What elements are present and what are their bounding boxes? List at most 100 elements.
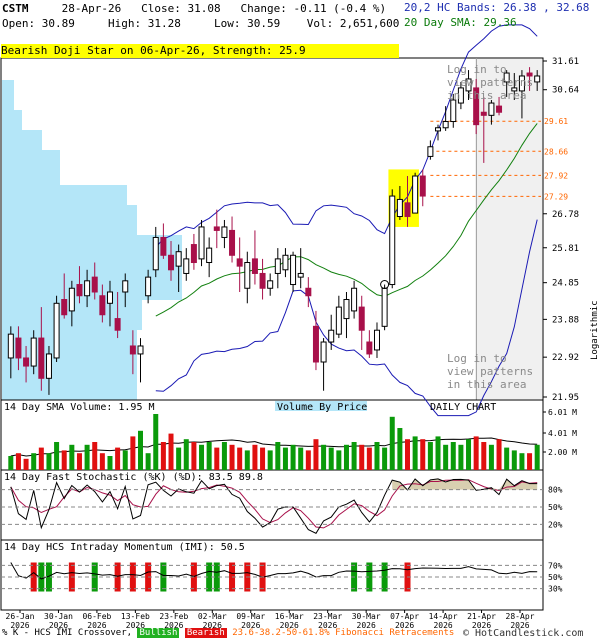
candle-body [366, 341, 373, 355]
stoch-label: 14 Day Fast Stochastic (%K) (%D): 83.5 8… [4, 472, 263, 483]
date-year-label: 2026 [433, 621, 452, 630]
candle-body [305, 287, 312, 297]
volume-label: 14 Day SMA Volume: 1.95 M [4, 402, 155, 413]
candle-body [137, 345, 144, 355]
candle-body [404, 202, 411, 218]
volume-sma-line [10, 437, 538, 457]
price-tick-label: 22.92 [552, 353, 579, 363]
volume-bar [504, 447, 510, 470]
volume-bar [298, 447, 304, 470]
fib-label: 27.92 [544, 171, 568, 180]
stoch-d-line [10, 479, 538, 529]
candle-body [45, 353, 52, 379]
volume-bar [458, 444, 464, 470]
volume-bar [160, 442, 166, 470]
volume-bar [519, 453, 525, 470]
vbp-bar [2, 110, 22, 130]
fib-label: 29.61 [544, 117, 568, 126]
candle-body [61, 299, 68, 316]
volume-bar [199, 444, 205, 470]
candle-body [206, 247, 213, 264]
symbol: CSTM [2, 2, 29, 15]
candle-body [435, 127, 442, 132]
candle-body [175, 251, 182, 267]
date-year-label: 2026 [318, 621, 337, 630]
volume-bar [206, 442, 212, 470]
candle-body [442, 121, 449, 129]
footer: % K - HCS IMI Crossover, Bullish Bearish… [2, 628, 454, 638]
volume-bar [54, 442, 60, 470]
volume-bar [466, 439, 472, 470]
date-label: 13-Feb [121, 612, 150, 621]
candle-body [229, 229, 236, 256]
candle-body [488, 102, 495, 116]
volume-bar [366, 447, 372, 470]
sma-value: 20 Day SMA: 29.36 [404, 16, 517, 29]
volume-bar [305, 450, 311, 470]
low-value: Low: 30.59 [213, 17, 281, 30]
price-tick-label: 23.88 [552, 315, 579, 325]
candle-body [198, 226, 205, 260]
volume-bar [214, 447, 220, 470]
login-text-top: in this area [447, 89, 526, 102]
volume-bar [313, 439, 319, 470]
volume-bar [23, 458, 29, 470]
candle-body [183, 258, 190, 274]
date-label: 07-Apr [390, 612, 419, 621]
open-value: Open: 30.89 [2, 17, 75, 30]
volume-bar [427, 442, 433, 470]
imi-bearish-bar [114, 562, 121, 592]
volume-bar [229, 444, 235, 470]
lower-band [155, 219, 538, 417]
date-label: 06-Feb [82, 612, 111, 621]
candle-body [450, 99, 457, 123]
date-year-label: 2026 [164, 621, 183, 630]
date-year-label: 2026 [510, 621, 529, 630]
vbp-label-bg [275, 401, 367, 411]
volume-bar [84, 444, 90, 470]
volume-bar [534, 444, 540, 470]
volume-bar [46, 453, 52, 470]
candle-body [114, 318, 121, 331]
volume-bar [511, 450, 517, 470]
candle-body [7, 333, 14, 359]
log-axis-label: Logarithmic [590, 300, 600, 360]
volume-tick-label: 6.01 M [548, 408, 577, 417]
volume-bar [359, 444, 365, 470]
candle-body [297, 272, 304, 278]
date-label: 09-Mar [236, 612, 265, 621]
candle-body [320, 341, 327, 363]
volume-bar [115, 447, 121, 470]
candle-body [282, 254, 289, 271]
date-label: 26-Jan [6, 612, 35, 621]
volume-bar [15, 453, 21, 470]
imi-label: 14 Day HCS Intraday Momentum (IMI): 50.5 [4, 542, 245, 553]
volume-tick-label: 2.00 M [548, 448, 577, 457]
fib-legend: 23.6-38.2-50-61.8% Fibonacci Retracement… [232, 628, 455, 638]
candle-body [30, 337, 37, 367]
volume-tick-label: 4.01 M [548, 429, 577, 438]
date-label: 30-Mar [352, 612, 381, 621]
vbp-bar [2, 185, 127, 205]
imi-tick-label: 50% [548, 573, 563, 582]
volume-bar [435, 436, 441, 470]
pattern-zone [476, 59, 542, 399]
candle-body [145, 276, 152, 297]
candle-body [457, 87, 464, 104]
volume-bar [260, 447, 266, 470]
date-year-label: 2026 [280, 621, 299, 630]
stoch-tick-label: 20% [548, 520, 563, 529]
imi-bullish-bar [45, 562, 52, 592]
volume-bar [473, 436, 479, 470]
volume-bar [191, 442, 197, 470]
volume-bar [328, 447, 334, 470]
vbp-bar [2, 330, 137, 410]
volume-bar [138, 430, 143, 470]
volume-bar [405, 439, 410, 470]
volume-bar [168, 433, 174, 470]
date-label: 23-Feb [159, 612, 188, 621]
date-year-label: 2026 [241, 621, 260, 630]
price-tick-label: 30.64 [552, 86, 579, 96]
candle-body [190, 244, 197, 264]
candle-body [53, 302, 60, 359]
